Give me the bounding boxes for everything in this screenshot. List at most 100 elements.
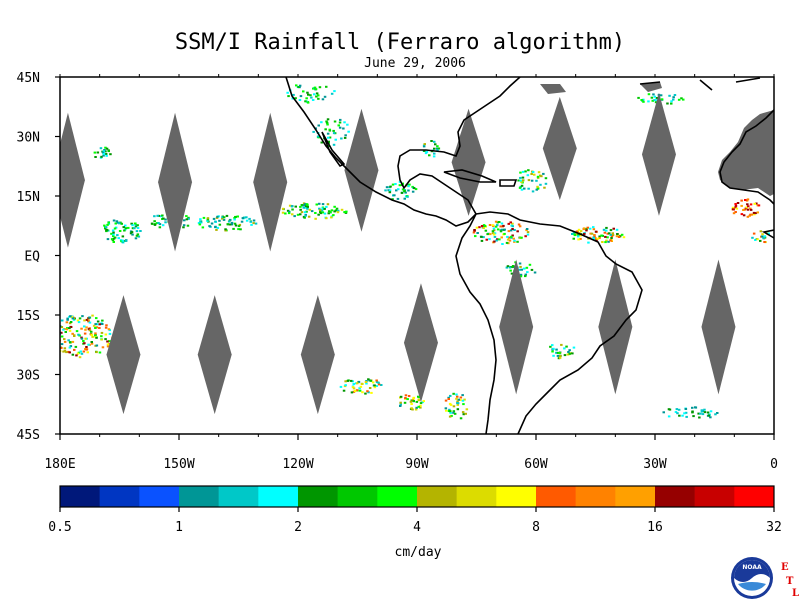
- rain-pixel: [313, 93, 316, 96]
- rain-pixel: [91, 314, 94, 317]
- rain-pixel: [85, 348, 88, 351]
- rain-pixel: [558, 352, 561, 355]
- rain-pixel: [673, 94, 677, 96]
- rain-pixel: [71, 317, 75, 320]
- rain-pixel: [298, 84, 302, 87]
- rain-pixel: [218, 223, 222, 226]
- no-data-gap-10: [403, 283, 438, 403]
- rain-pixel: [324, 128, 327, 131]
- rain-pixel: [214, 220, 217, 223]
- rain-pixel: [403, 190, 406, 193]
- rain-pixel: [65, 328, 69, 331]
- rain-pixel: [384, 189, 387, 192]
- rain-pixel: [524, 170, 527, 173]
- rain-pixel: [118, 230, 122, 232]
- rain-pixel: [108, 340, 111, 343]
- rain-pixel: [540, 175, 543, 178]
- rain-pixel: [69, 326, 73, 328]
- rain-pixel: [317, 213, 320, 216]
- rain-pixel: [60, 326, 64, 328]
- rain-pixel: [249, 220, 252, 223]
- rain-pixel: [650, 96, 654, 99]
- rain-pixel: [105, 147, 109, 150]
- rain-pixel: [230, 221, 234, 224]
- colorbar-label-5: 16: [647, 520, 663, 535]
- rain-pixel: [345, 210, 348, 213]
- rain-pixel: [227, 220, 231, 223]
- rain-pixel: [753, 213, 756, 216]
- rain-pixel: [617, 236, 621, 238]
- rain-pixel: [95, 323, 99, 326]
- rain-pixel: [373, 384, 376, 387]
- rain-pixel: [68, 322, 72, 325]
- rain-pixel: [69, 345, 73, 348]
- rain-pixel: [463, 398, 466, 401]
- rain-pixel: [435, 147, 439, 150]
- rain-pixel: [112, 231, 115, 234]
- rain-pixel: [736, 202, 740, 204]
- rain-pixel: [156, 214, 159, 217]
- rain-pixel: [53, 347, 56, 349]
- rain-pixel: [456, 403, 459, 406]
- rain-pixel: [616, 233, 619, 236]
- rain-pixel: [605, 239, 608, 242]
- rain-pixel: [524, 275, 527, 278]
- rain-pixel: [110, 232, 113, 235]
- rain-pixel: [315, 203, 318, 206]
- rain-pixel: [63, 349, 67, 352]
- rain-pixel: [121, 239, 124, 242]
- rain-pixel: [284, 212, 287, 215]
- rain-pixel: [236, 215, 239, 218]
- colorbar-swatch-17: [734, 486, 775, 507]
- rain-pixel: [310, 210, 314, 213]
- rain-pixel: [153, 215, 156, 218]
- rain-pixel: [655, 97, 659, 99]
- rain-pixel: [672, 98, 675, 101]
- rain-pixel: [117, 237, 120, 240]
- coastline-europe: [639, 77, 761, 91]
- rain-pixel: [412, 400, 415, 402]
- rain-pixel: [474, 235, 477, 238]
- africa-no-data: [718, 110, 774, 196]
- rain-pixel: [507, 242, 510, 245]
- rain-pixel: [333, 205, 336, 208]
- rain-pixel: [507, 230, 511, 233]
- rain-pixel: [76, 352, 80, 355]
- rain-pixel: [201, 226, 205, 229]
- rain-pixel: [535, 179, 538, 182]
- rain-pixel: [326, 203, 330, 206]
- rain-pixel: [592, 237, 595, 240]
- rain-pixel: [69, 315, 72, 318]
- rain-pixel: [572, 346, 576, 349]
- rain-pixel: [519, 275, 523, 278]
- lat-label-4: 15S: [17, 309, 40, 324]
- rain-pixel: [333, 120, 337, 123]
- rain-pixel: [433, 147, 436, 150]
- rain-pixel: [433, 140, 436, 143]
- rain-pixel: [340, 137, 343, 140]
- rain-pixel: [526, 233, 530, 236]
- rain-pixel: [399, 405, 402, 407]
- rain-pixel: [496, 221, 499, 224]
- rain-pixel: [319, 211, 322, 213]
- rain-pixel: [104, 338, 107, 341]
- rain-pixel: [238, 223, 242, 226]
- rain-pixel: [683, 412, 686, 415]
- rain-pixel: [380, 384, 383, 386]
- rain-pixel: [318, 207, 321, 210]
- rain-pixel: [157, 222, 160, 224]
- rain-pixel: [391, 198, 394, 201]
- rain-pixel: [455, 397, 458, 400]
- rain-pixel: [68, 351, 71, 354]
- rain-pixel: [94, 323, 97, 326]
- rain-pixel: [105, 230, 108, 233]
- rain-pixel: [107, 328, 111, 331]
- rain-pixel: [361, 383, 364, 385]
- no-data-gap-2: [253, 112, 288, 252]
- rain-pixel: [577, 238, 580, 241]
- rain-pixel: [375, 381, 379, 384]
- rain-pixel: [662, 411, 665, 414]
- coastline-baja: [321, 131, 346, 168]
- iberia-no-data: [540, 84, 566, 94]
- rain-pixel: [422, 145, 426, 148]
